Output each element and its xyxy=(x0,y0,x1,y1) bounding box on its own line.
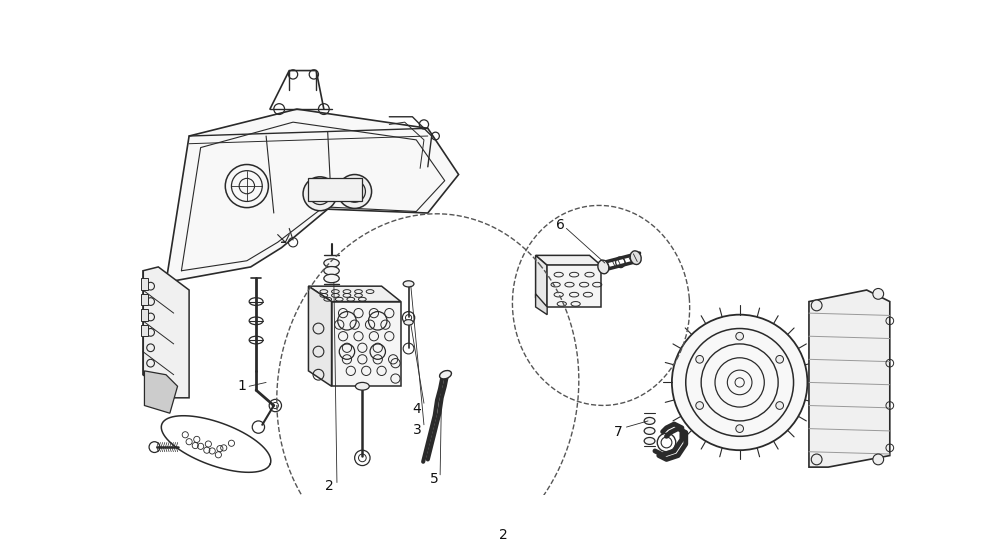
Polygon shape xyxy=(536,255,547,307)
Ellipse shape xyxy=(630,251,641,265)
Ellipse shape xyxy=(404,320,413,325)
Text: 2: 2 xyxy=(325,479,334,493)
Circle shape xyxy=(811,300,822,311)
Text: 2: 2 xyxy=(499,528,508,542)
Text: 1: 1 xyxy=(237,379,246,393)
Polygon shape xyxy=(536,255,601,265)
Circle shape xyxy=(776,355,784,363)
Ellipse shape xyxy=(598,260,609,274)
Text: 6: 6 xyxy=(556,217,565,231)
Bar xyxy=(141,279,148,290)
Text: 4: 4 xyxy=(413,401,421,415)
Circle shape xyxy=(811,454,822,465)
Text: 3: 3 xyxy=(413,423,421,437)
Polygon shape xyxy=(308,286,332,386)
Bar xyxy=(141,309,148,321)
Circle shape xyxy=(736,332,744,340)
Polygon shape xyxy=(166,109,459,282)
Circle shape xyxy=(873,454,884,465)
Ellipse shape xyxy=(324,274,339,282)
Circle shape xyxy=(696,401,703,409)
Polygon shape xyxy=(308,286,401,301)
Ellipse shape xyxy=(355,383,369,390)
Ellipse shape xyxy=(644,438,655,444)
Polygon shape xyxy=(536,294,547,315)
Polygon shape xyxy=(143,267,189,398)
Bar xyxy=(141,294,148,305)
Polygon shape xyxy=(332,301,401,386)
Ellipse shape xyxy=(403,281,414,287)
Circle shape xyxy=(873,289,884,299)
Bar xyxy=(141,325,148,336)
Ellipse shape xyxy=(644,428,655,434)
Ellipse shape xyxy=(440,370,451,379)
Text: 5: 5 xyxy=(430,471,438,486)
Polygon shape xyxy=(547,265,601,307)
Polygon shape xyxy=(144,371,178,413)
Ellipse shape xyxy=(644,418,655,424)
Text: 7: 7 xyxy=(614,425,622,439)
Ellipse shape xyxy=(324,259,339,267)
Circle shape xyxy=(338,175,372,208)
Polygon shape xyxy=(809,290,890,467)
Circle shape xyxy=(736,425,744,433)
Ellipse shape xyxy=(324,266,339,275)
Circle shape xyxy=(776,401,784,409)
Circle shape xyxy=(303,177,337,211)
Bar xyxy=(308,178,362,201)
Circle shape xyxy=(672,315,807,450)
Circle shape xyxy=(696,355,703,363)
